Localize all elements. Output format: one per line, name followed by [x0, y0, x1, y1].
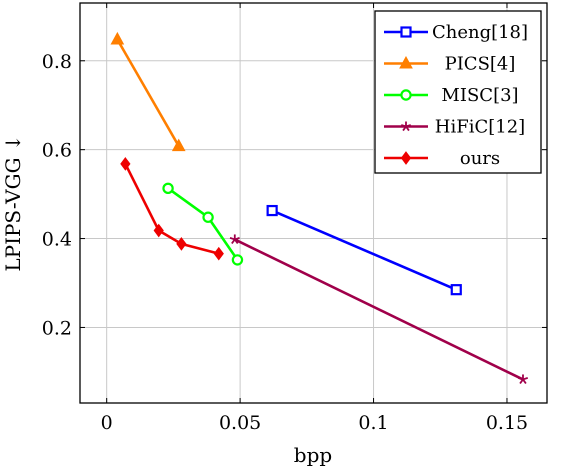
axis-ticks: 0 0.05 0.1 0.15 0.2 0.4 0.6 0.8: [42, 3, 547, 434]
data-point: [450, 284, 462, 296]
data-point: [171, 138, 186, 152]
series-line: [234, 238, 524, 381]
legend-entry: Cheng[18]: [384, 22, 528, 43]
data-point: [231, 254, 244, 266]
legend-label: MISC[3]: [441, 85, 518, 106]
x-tick-label: 0.05: [219, 412, 261, 434]
legend-entry: MISC[3]: [384, 85, 519, 106]
y-tick-label: 0.6: [42, 140, 72, 162]
x-axis-title: bpp: [294, 443, 332, 467]
data-point: [162, 182, 174, 195]
data-point: [229, 234, 240, 245]
legend-marker: [400, 151, 412, 165]
legend-label: HiFiC[12]: [435, 117, 525, 138]
legend: Cheng[18] PICS[4] MISC[3] HiFiC[12] ours: [374, 10, 542, 174]
series-pics-4: [110, 31, 186, 152]
data-point: [176, 237, 187, 251]
series-ours: [120, 157, 224, 261]
series-hific-12: [229, 234, 529, 385]
data-point: [266, 204, 278, 217]
legend-marker: [400, 121, 412, 132]
legend-marker: [400, 89, 412, 101]
legend-entry: ours: [384, 148, 500, 169]
legend-label: Cheng[18]: [432, 22, 528, 43]
series-line: [116, 38, 180, 147]
y-axis-title: LPIPS-VGG ↓: [1, 134, 25, 271]
legend-entry: PICS[4]: [384, 54, 515, 75]
plot-frame: [79, 2, 548, 404]
data-point: [110, 31, 125, 45]
series-line: [271, 209, 457, 291]
series-layer: [110, 31, 529, 385]
legend-marker: [400, 26, 412, 38]
data-point: [120, 157, 131, 171]
series-misc-3: [162, 182, 244, 266]
series-cheng-18: [266, 204, 462, 296]
data-point: [517, 374, 529, 385]
y-tick-label: 0.8: [42, 51, 72, 73]
legend-marker: [399, 55, 413, 69]
data-point: [213, 246, 224, 261]
series-line: [124, 163, 220, 255]
y-tick-label: 0.4: [42, 229, 72, 251]
x-tick-label: 0.1: [358, 412, 388, 434]
legend-label: ours: [460, 148, 500, 169]
y-tick-label: 0.2: [42, 317, 72, 339]
x-tick-label: 0.15: [486, 412, 528, 434]
legend-entry: HiFiC[12]: [384, 117, 525, 138]
x-tick-label: 0: [101, 412, 113, 434]
legend-label: PICS[4]: [445, 54, 516, 75]
data-point: [153, 223, 164, 238]
data-point: [202, 211, 214, 223]
